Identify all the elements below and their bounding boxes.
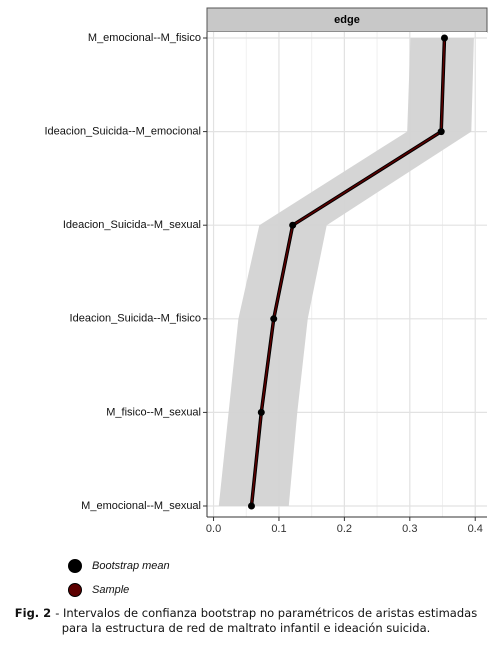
ci-band	[218, 38, 474, 506]
point	[437, 128, 445, 136]
chart: edge 0.0 0.1 0.2 0.3 0.4 M_emocional--M_fisic…	[44, 7, 488, 597]
caption-text: - Intervalos de confianza bootstrap no p…	[55, 606, 478, 635]
point	[440, 34, 448, 42]
x-tick-label: 0.0	[206, 523, 221, 535]
legend-label: Sample	[92, 584, 129, 596]
caption: Fig. 2- Intervalos de confianza bootstra…	[10, 606, 482, 636]
caption-label: Fig. 2	[14, 606, 52, 620]
point	[247, 502, 255, 510]
x-tick-label: 0.4	[468, 523, 483, 535]
x-tick-label: 0.2	[337, 523, 352, 535]
y-tick-label: M_emocional--M_fisico	[88, 32, 201, 44]
strip-label: edge	[334, 14, 360, 26]
legend-key	[68, 583, 82, 597]
point	[257, 408, 265, 416]
y-tick-label: Ideacion_Suicida--M_sexual	[63, 219, 201, 231]
legend-key	[68, 559, 82, 573]
x-tick-label: 0.3	[402, 523, 417, 535]
y-tick-label: M_emocional--M_sexual	[81, 500, 201, 512]
point	[289, 221, 297, 229]
point	[270, 315, 278, 323]
legend-label: Bootstrap mean	[92, 560, 170, 572]
x-tick-label: 0.1	[271, 523, 286, 535]
y-tick-label: Ideacion_Suicida--M_emocional	[44, 126, 201, 138]
y-tick-label: Ideacion_Suicida--M_fisico	[70, 313, 201, 325]
series-line	[250, 37, 446, 507]
y-tick-label: M_fisico--M_sexual	[106, 406, 201, 418]
strip	[206, 7, 488, 33]
